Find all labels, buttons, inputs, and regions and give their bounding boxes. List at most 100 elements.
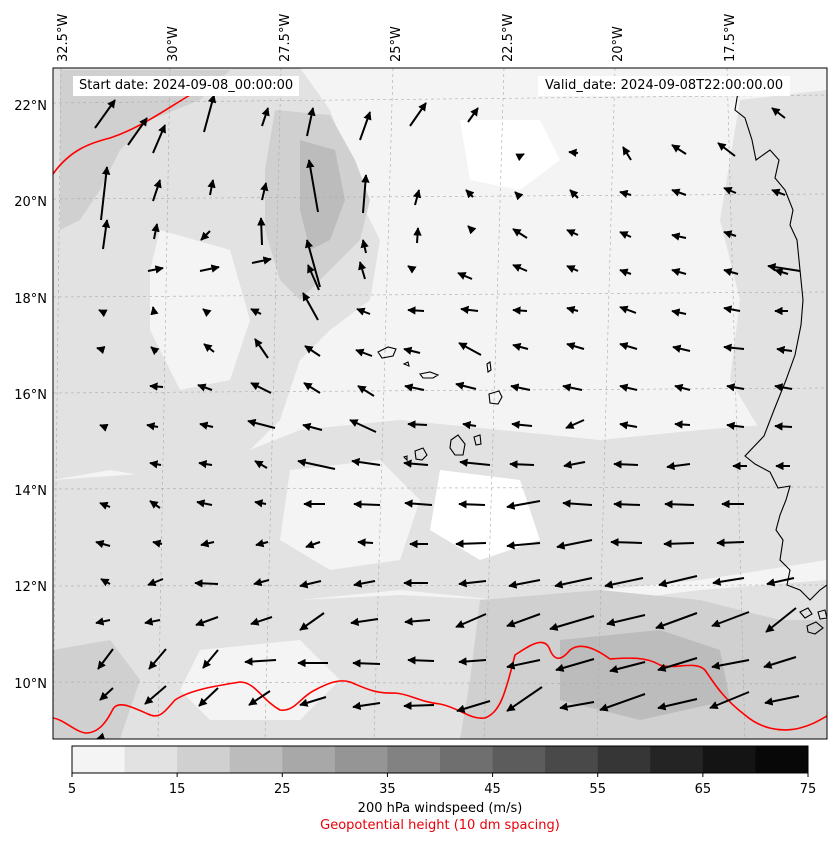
wind-arrow [350, 617, 379, 627]
wind-arrow [409, 102, 427, 127]
wind-arrow [458, 657, 487, 666]
wind-arrow [306, 159, 319, 213]
colorbar-tick-label: 55 [589, 782, 606, 797]
wind-arrow [358, 261, 367, 280]
wind-arrow [349, 419, 377, 433]
coastlines [377, 91, 827, 635]
wind-arrow [207, 179, 216, 196]
wind-arrow [306, 107, 316, 137]
wind-arrow [566, 229, 579, 237]
wind-arrow [655, 612, 698, 630]
wind-arrow [565, 419, 585, 429]
map-frame [52, 67, 828, 740]
wind-arrow [510, 383, 531, 392]
wind-arrow [202, 649, 219, 669]
wind-arrow [658, 575, 698, 588]
wind-arrow [150, 346, 160, 356]
wind-arrow [566, 342, 585, 351]
longitude-label: 20°W [611, 26, 626, 62]
colorbar-segment [597, 746, 651, 773]
wind-vectors [94, 94, 801, 739]
wind-arrow [146, 422, 159, 431]
colorbar-segment [334, 746, 388, 773]
wind-arrow [671, 232, 687, 241]
wind-arrow [254, 460, 268, 469]
wind-arrow [100, 578, 111, 587]
wind-arrow [657, 698, 698, 711]
latitude-label: 14°N [14, 484, 47, 499]
colorbar-tick-label: 25 [274, 782, 291, 797]
wind-arrow [413, 227, 422, 244]
wind-arrow [244, 657, 277, 666]
wind-arrow [100, 166, 111, 221]
wind-arrow [248, 690, 271, 706]
wind-arrow [723, 305, 741, 314]
wind-arrow [512, 228, 528, 239]
wind-arrow [257, 217, 266, 246]
colorbar-tick-label: 65 [694, 782, 712, 797]
wind-arrow [407, 306, 425, 315]
wind-arrow [149, 460, 162, 469]
wind-arrow [458, 500, 486, 509]
latitude-label: 12°N [14, 580, 47, 595]
wind-arrow [299, 580, 322, 589]
wind-arrow [357, 385, 375, 397]
latitude-label: 20°N [14, 195, 47, 210]
wind-arrow [506, 686, 543, 712]
wind-arrow [304, 345, 321, 357]
wind-arrow [96, 346, 106, 355]
wind-arrow [609, 661, 646, 674]
colorbar-frame [71, 745, 809, 774]
wind-arrow [299, 612, 325, 631]
wind-arrow [152, 179, 162, 202]
wind-arrow [554, 577, 593, 589]
wind-arrow [194, 579, 219, 588]
longitude-label: 27.5°W [278, 14, 293, 62]
colorbar-segment [72, 746, 126, 773]
wind-arrow [619, 305, 637, 314]
wind-arrow [151, 223, 160, 240]
wind-arrow [610, 538, 643, 547]
wind-arrow [94, 99, 116, 129]
wind-arrow [599, 693, 646, 712]
wind-arrow [97, 648, 114, 670]
wind-arrow [144, 685, 167, 705]
wind-arrow [356, 307, 371, 316]
wind-arrow [198, 687, 219, 707]
wind-arrow [353, 579, 376, 588]
latitude-label: 22°N [14, 99, 47, 114]
wind-arrow [763, 656, 797, 669]
wind-arrow [260, 182, 269, 201]
wind-arrow [458, 578, 487, 588]
wind-arrow [674, 420, 691, 429]
wind-arrow [723, 230, 737, 239]
wind-arrow [619, 231, 632, 239]
wind-arrow [619, 189, 632, 199]
wind-arrow [726, 421, 745, 431]
wind-arrow [149, 500, 161, 509]
wind-arrow [555, 658, 595, 672]
wind-arrow [723, 343, 745, 352]
wind-arrow [250, 616, 273, 626]
colorbar-segment [545, 746, 599, 773]
wind-arrow [671, 188, 687, 197]
wind-arrow [711, 659, 750, 670]
wind-arrow [99, 423, 109, 432]
longitude-labels: 32.5°W 30°W 27.5°W 25°W 22.5°W 20°W 17.5°W [56, 14, 738, 62]
wind-arrow [515, 153, 525, 162]
wind-arrow [202, 308, 212, 318]
wind-arrow [766, 577, 795, 587]
wind-arrow [568, 148, 579, 158]
colorbar-segment [492, 746, 546, 773]
longitude-label: 25°W [389, 26, 404, 62]
colorbar-segment [387, 746, 441, 773]
colorbar [71, 745, 809, 777]
wind-arrow [562, 383, 583, 392]
wind-arrow [622, 146, 632, 161]
colorbar-tick-label: 75 [799, 782, 817, 797]
wind-arrow [512, 342, 529, 352]
wind-arrow [556, 539, 593, 550]
wind-arrow [723, 268, 739, 277]
wind-arrow [404, 499, 433, 508]
geopotential-contour-north [53, 88, 201, 175]
